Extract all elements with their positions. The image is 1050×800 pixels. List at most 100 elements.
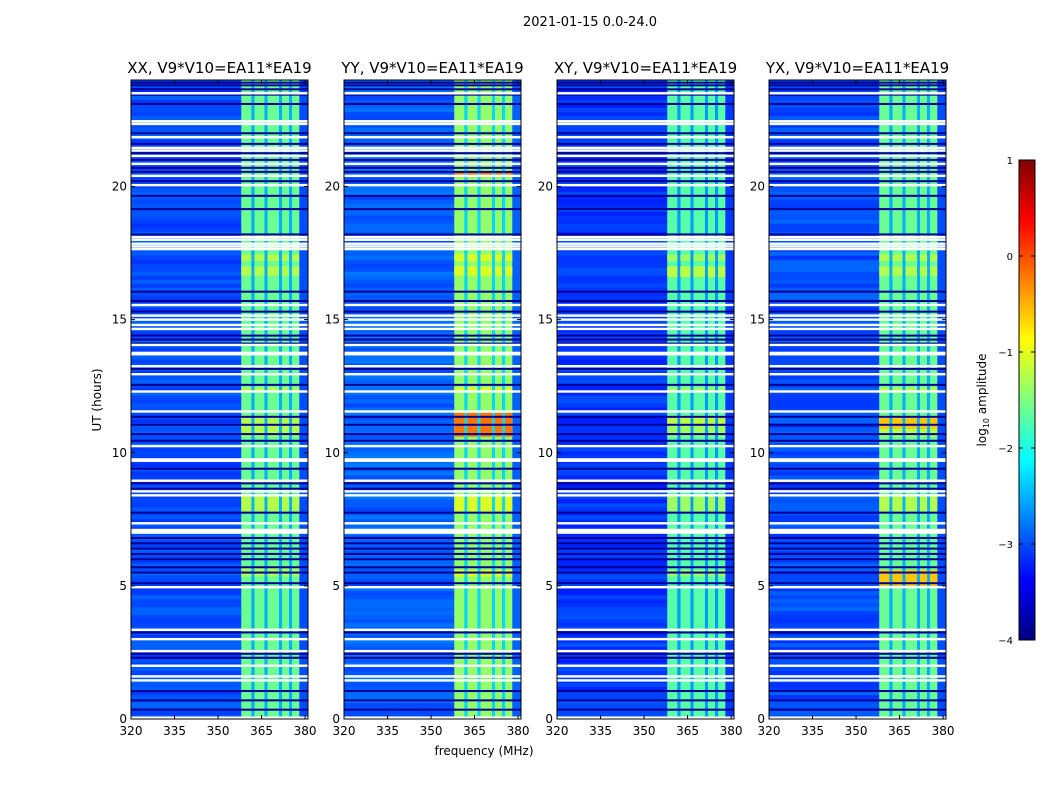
rfi-bright-segment: [480, 266, 492, 276]
noise-row: [131, 395, 242, 400]
dark-row: [769, 180, 946, 183]
rfi-subband-gap: [902, 80, 906, 719]
flagged-row: [557, 136, 734, 139]
dark-row: [557, 299, 734, 302]
noise-row: [557, 407, 668, 412]
noise-row: [557, 291, 668, 296]
colorbar-scale: [1018, 159, 1036, 641]
flagged-row: [557, 162, 734, 166]
noise-row: [557, 427, 668, 432]
noise-row: [557, 111, 668, 116]
noise-row: [769, 591, 880, 596]
flagged-row: [769, 490, 946, 493]
noise-row: [557, 127, 668, 132]
dark-row: [557, 439, 734, 442]
flagged-row: [131, 343, 308, 347]
dark-row: [769, 233, 946, 236]
noise-row: [557, 387, 668, 392]
rfi-peak-segment: [693, 266, 705, 278]
noise-row: [131, 579, 242, 584]
rfi-bright-segment: [454, 266, 465, 276]
dark-row: [131, 558, 308, 561]
flagged-row: [131, 528, 308, 532]
dark-row: [344, 656, 521, 659]
flagged-row: [557, 327, 734, 331]
noise-row: [557, 603, 668, 608]
noise-row: [344, 647, 455, 652]
rfi-bright-segment: [241, 495, 252, 512]
flagged-row: [131, 174, 308, 178]
noise-row: [557, 579, 668, 584]
noise-row: [344, 391, 455, 396]
noise-row: [557, 107, 668, 112]
noise-row: [769, 319, 880, 324]
noise-row: [344, 591, 455, 596]
noise-row: [131, 307, 242, 312]
rfi-subband-gap: [677, 80, 681, 719]
dark-row: [557, 487, 734, 490]
noise-row: [557, 275, 668, 280]
noise-row: [557, 271, 668, 276]
rfi-peak-segment: [707, 415, 716, 427]
noise-row: [557, 339, 668, 344]
noise-row: [769, 455, 880, 460]
noise-row: [131, 143, 242, 148]
x-tick-label: 380: [932, 724, 955, 738]
rfi-bright-segment: [718, 495, 726, 512]
rfi-subband-gap: [704, 80, 708, 719]
noise-row: [769, 411, 880, 416]
dark-row: [344, 547, 521, 550]
flagged-row: [344, 242, 521, 245]
noise-row: [557, 455, 668, 460]
rfi-subband: [292, 80, 300, 719]
noise-row: [131, 399, 242, 404]
rfi-subband: [667, 80, 678, 719]
rfi-bright-segment: [667, 254, 678, 262]
dark-row: [557, 290, 734, 293]
dark-row: [557, 367, 734, 370]
noise-row: [769, 123, 880, 128]
noise-row: [344, 291, 455, 296]
noise-row: [557, 587, 668, 592]
dark-row: [557, 84, 734, 87]
panel-frame: [768, 79, 947, 720]
noise-row: [557, 359, 668, 364]
noise-row: [769, 403, 880, 408]
noise-row: [344, 579, 455, 584]
noise-row: [344, 239, 455, 244]
flagged-row: [131, 149, 308, 152]
noise-row: [769, 495, 880, 500]
noise-row: [344, 559, 455, 564]
flagged-row: [769, 174, 946, 178]
colorbar-tick-label: −3: [998, 540, 1013, 551]
noise-row: [131, 203, 242, 208]
rfi-subband: [693, 80, 705, 719]
rfi-bright-segment: [241, 387, 252, 392]
noise-row: [344, 283, 455, 288]
flagged-row: [769, 314, 946, 317]
dark-row: [344, 482, 521, 485]
flagged-row: [557, 351, 734, 355]
noise-row: [131, 647, 242, 652]
noise-row: [344, 471, 455, 476]
noise-row: [131, 155, 242, 160]
noise-row: [131, 471, 242, 476]
rfi-bright-segment: [480, 254, 492, 262]
noise-row: [557, 583, 668, 588]
noise-row: [769, 143, 880, 148]
dark-row: [769, 487, 946, 490]
flagged-row: [769, 494, 946, 497]
noise-row: [769, 103, 880, 108]
rfi-bright-segment: [505, 254, 513, 262]
flagged-row: [344, 149, 521, 152]
y-tick-label: 5: [545, 579, 553, 593]
rfi-bright-segment: [919, 254, 928, 262]
colorbar-tick-label: 1: [1007, 156, 1013, 167]
dark-row: [344, 194, 521, 197]
dark-row: [131, 708, 308, 711]
dark-row: [344, 552, 521, 555]
noise-row: [769, 223, 880, 228]
noise-row: [344, 347, 455, 352]
noise-row: [769, 683, 880, 688]
noise-row: [344, 275, 455, 280]
